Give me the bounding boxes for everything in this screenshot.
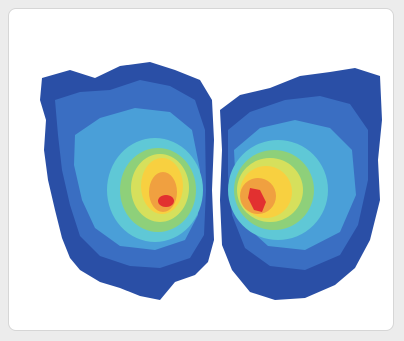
right-lobe [220, 68, 382, 300]
contour-level-9 [158, 195, 174, 207]
contour-level-9 [248, 188, 266, 212]
left-lobe [40, 62, 214, 300]
